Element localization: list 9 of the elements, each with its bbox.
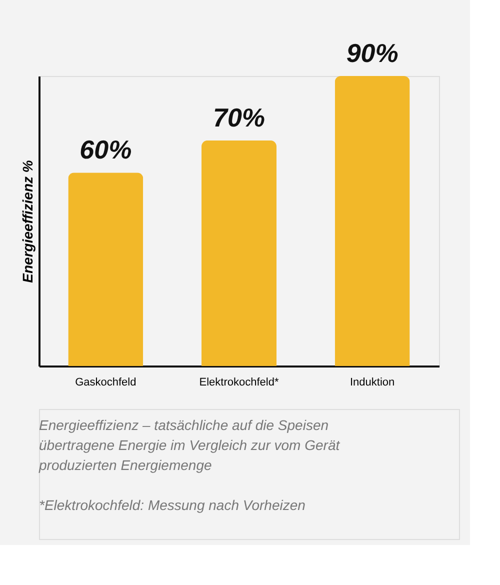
data-label: 70% [212, 102, 266, 132]
x-tick-label: Elektrokochfeld* [199, 376, 280, 388]
text: Energieeffizienz – tatsächliche auf die Speisen übertragene Energie im Vergleich zur vom Gerät produzierten Energiemenge [38, 417, 341, 473]
y-axis-title: Energieeffizienz % [20, 160, 36, 283]
x-tick-label: Gaskochfeld [75, 376, 136, 388]
data-label: 60% [80, 134, 132, 165]
x-tick-label: Induktion [350, 376, 395, 388]
text: *Elektrokochfeld: Messung nach Vorheizen [39, 497, 306, 513]
data-label: 90% [346, 38, 398, 68]
